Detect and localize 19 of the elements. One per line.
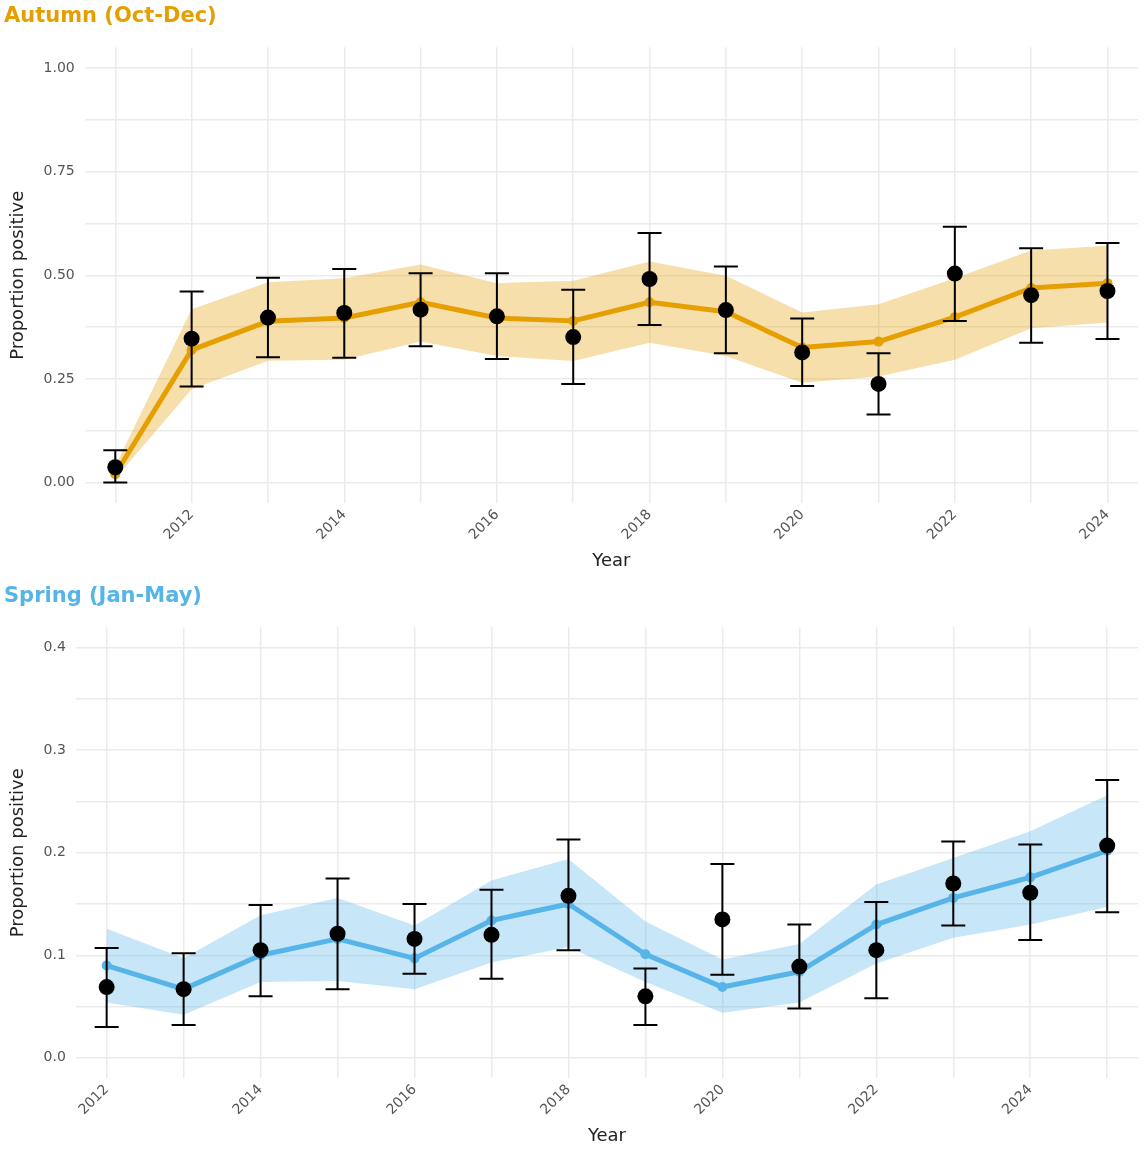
y-tick-label: 0.25 [43,369,75,386]
point [640,949,651,960]
y-tick-label: 0.75 [43,162,75,179]
chart-title: Spring (Jan-May) [4,583,202,608]
y-tick-label: 0.3 [43,740,66,757]
y-tick-label: 0.50 [43,265,75,282]
y-tick-label: 0.4 [43,638,66,655]
y-tick-label: 0.0 [43,1048,66,1065]
point [717,982,728,993]
y-axis-title: Proportion positive [6,190,28,360]
y-tick-label: 0.00 [43,473,75,490]
y-tick-label: 0.1 [43,945,66,962]
x-axis-title: Year [586,1123,627,1145]
chart-title: Autumn (Oct-Dec) [4,3,217,28]
y-axis-title: Proportion positive [6,768,28,938]
y-tick-label: 1.00 [43,58,75,75]
point [873,336,884,347]
x-axis-title: Year [591,548,632,570]
y-tick-label: 0.2 [43,843,66,860]
